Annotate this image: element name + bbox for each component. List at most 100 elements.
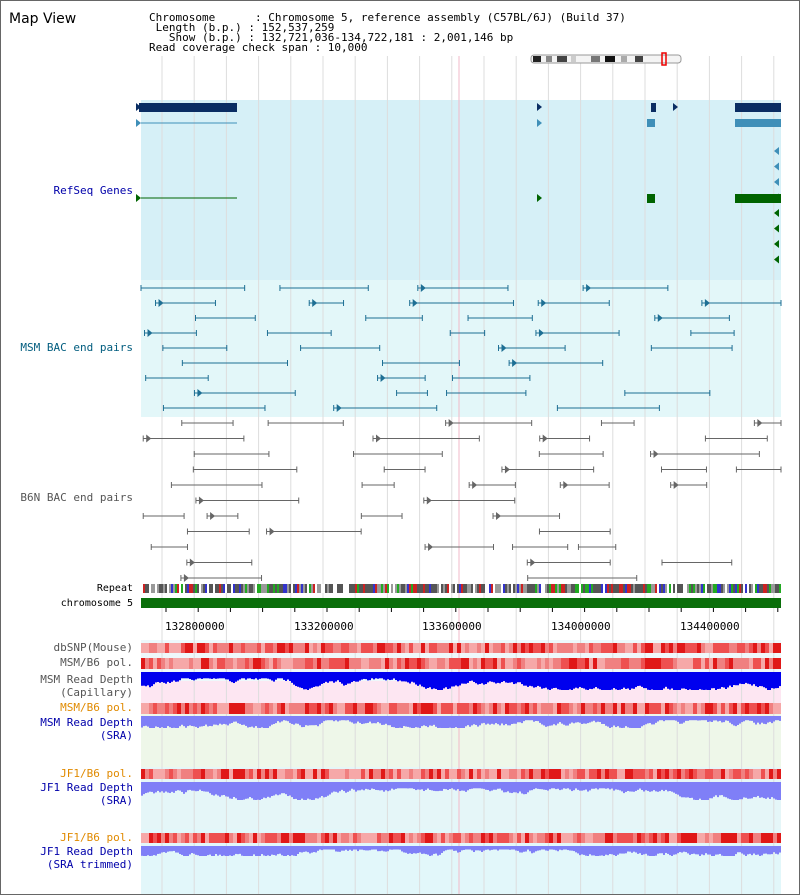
track-label-jf1-depth[interactable]: JF1 Read Depth: [40, 781, 133, 794]
ideogram-position-marker: [661, 52, 667, 66]
read-depth-bar: [749, 782, 751, 799]
read-depth-bar: [731, 846, 733, 856]
polymorphism-cell: [457, 833, 461, 843]
read-depth-bar: [219, 782, 221, 797]
polymorphism-cell: [297, 769, 301, 779]
read-depth-bar: [185, 846, 187, 856]
read-depth-bar: [539, 846, 541, 851]
repeat-element: [185, 584, 187, 593]
read-depth-bar: [517, 846, 519, 851]
polymorphism-cell: [385, 833, 389, 843]
repeat-element: [755, 584, 757, 593]
polymorphism-cell: [317, 658, 321, 669]
read-depth-bar: [743, 846, 745, 855]
repeat-element: [159, 584, 161, 593]
bac-arrow-icon: [673, 481, 679, 489]
track-label-msm-depth-capillary[interactable]: MSM Read Depth: [40, 673, 133, 686]
repeat-element: [405, 584, 407, 593]
track-label-msm-pol-2[interactable]: MSM/B6 pol.: [60, 701, 133, 714]
read-depth-bar: [385, 782, 387, 791]
track-label-repeat[interactable]: Repeat: [96, 583, 133, 594]
read-depth-bar: [321, 846, 323, 851]
repeat-element: [507, 584, 509, 593]
repeat-element: [565, 584, 567, 593]
polymorphism-cell: [537, 769, 541, 779]
polymorphism-cell: [325, 658, 329, 669]
read-depth-bar: [639, 672, 641, 686]
read-depth-bar: [477, 846, 479, 851]
read-depth-bar: [699, 782, 701, 799]
repeat-element: [167, 584, 169, 593]
track-label-msm-pol[interactable]: MSM/B6 pol.: [60, 656, 133, 669]
read-depth-bar: [269, 716, 271, 727]
read-depth-bar: [237, 782, 239, 800]
polymorphism-cell: [521, 658, 525, 669]
read-depth-bar: [381, 782, 383, 791]
track-label-b6n-bac[interactable]: B6N BAC end pairs: [20, 491, 133, 504]
read-depth-bar: [229, 782, 231, 799]
read-depth-bar: [339, 782, 341, 792]
read-depth-bar: [305, 672, 307, 690]
track-label-jf1-pol-2[interactable]: JF1/B6 pol.: [60, 831, 133, 844]
read-depth-bar: [307, 846, 309, 853]
polymorphism-cell: [493, 833, 497, 843]
repeat-element: [629, 584, 631, 593]
polymorphism-cell: [305, 703, 309, 714]
repeat-element: [201, 584, 203, 593]
read-depth-bar: [247, 672, 249, 679]
track-label-msm-bac[interactable]: MSM BAC end pairs: [20, 341, 133, 354]
polymorphism-cell: [493, 643, 497, 653]
repeat-element: [579, 584, 581, 593]
read-depth-bar: [685, 672, 687, 690]
track-label-refseq-genes[interactable]: RefSeq Genes: [53, 184, 133, 197]
read-depth-bar: [363, 672, 365, 679]
read-depth-bar: [261, 846, 263, 855]
polymorphism-cell: [677, 833, 681, 843]
track-label-chromosome[interactable]: chromosome 5: [60, 598, 133, 609]
repeat-element: [563, 584, 565, 593]
read-depth-bar: [295, 672, 297, 687]
track-label-jf1-pol[interactable]: JF1/B6 pol.: [60, 767, 133, 780]
read-depth-bar: [707, 782, 709, 800]
repeat-element: [455, 584, 457, 593]
repeat-element: [551, 584, 553, 593]
read-depth-bar: [759, 846, 761, 856]
repeat-element: [249, 584, 251, 593]
polymorphism-cell: [581, 643, 585, 653]
polymorphism-cell: [629, 658, 633, 669]
polymorphism-cell: [305, 769, 309, 779]
read-depth-bar: [331, 672, 333, 682]
repeat-element: [481, 584, 483, 593]
read-depth-bar: [691, 782, 693, 798]
read-depth-bar: [247, 782, 249, 799]
repeat-element: [417, 584, 419, 593]
track-label-dbsnp[interactable]: dbSNP(Mouse): [53, 641, 133, 654]
polymorphism-cell: [261, 769, 265, 779]
polymorphism-cell: [345, 833, 349, 843]
read-depth-bar: [297, 782, 299, 800]
polymorphism-cell: [653, 703, 657, 714]
read-depth-bar: [475, 672, 477, 684]
read-depth-bar: [621, 672, 623, 690]
polymorphism-cell: [665, 643, 669, 653]
polymorphism-cell: [217, 658, 221, 669]
repeat-element: [573, 584, 575, 593]
track-label-msm-depth-sra[interactable]: MSM Read Depth: [40, 716, 133, 729]
read-depth-bar: [435, 716, 437, 727]
polymorphism-cell: [205, 703, 209, 714]
read-depth-bar: [171, 716, 173, 728]
polymorphism-cell: [753, 658, 757, 669]
read-depth-bar: [617, 716, 619, 727]
read-depth-bar: [183, 782, 185, 794]
read-depth-bar: [393, 846, 395, 850]
repeat-element: [389, 584, 391, 593]
read-depth-bar: [571, 672, 573, 690]
track-label-jf1-depth-trimmed[interactable]: JF1 Read Depth: [40, 845, 133, 858]
read-depth-bar: [429, 672, 431, 688]
read-depth-bar: [515, 782, 517, 793]
read-depth-bar: [141, 672, 143, 686]
read-depth-bar: [239, 716, 241, 724]
read-depth-bar: [343, 846, 345, 851]
read-depth-bar: [723, 782, 725, 797]
